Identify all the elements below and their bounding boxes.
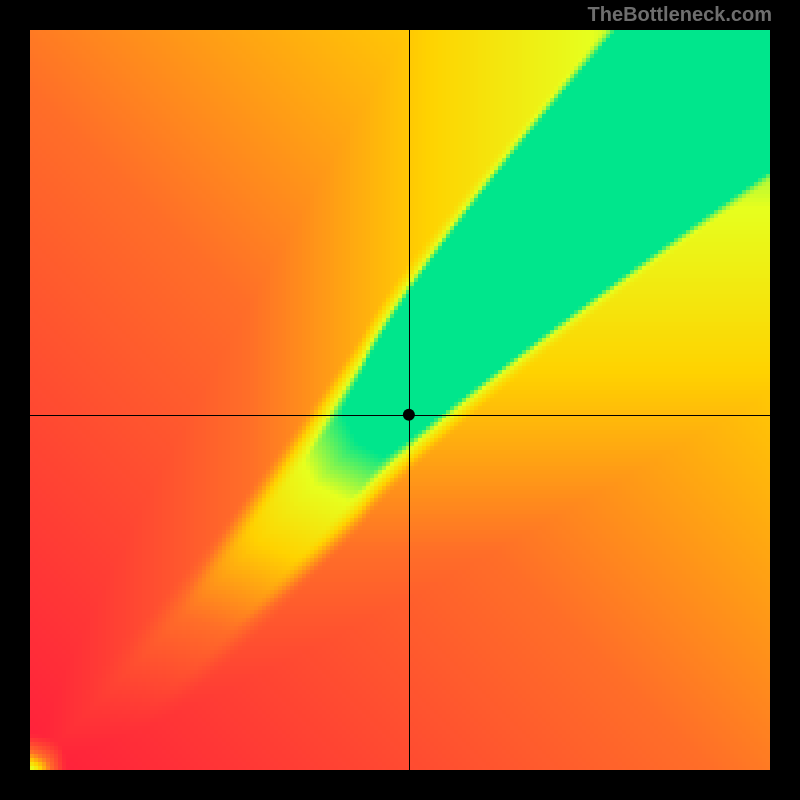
- chart-container: { "canvas": { "width": 800, "height": 80…: [0, 0, 800, 800]
- watermark-text: TheBottleneck.com: [588, 4, 772, 27]
- heatmap-canvas: [0, 0, 800, 800]
